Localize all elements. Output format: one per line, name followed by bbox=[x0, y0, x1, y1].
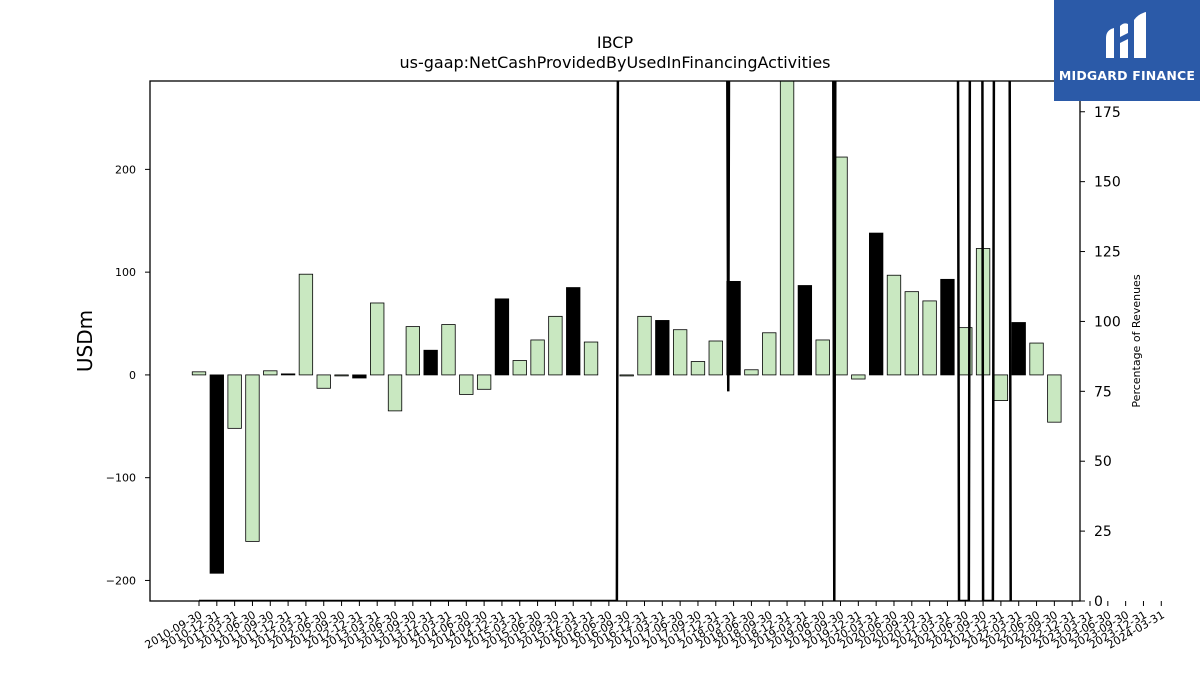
percent-line-layer bbox=[199, 81, 1012, 601]
chart-title: IBCP bbox=[597, 33, 634, 52]
bar-33 bbox=[797, 285, 813, 376]
percent-of-revenues-line bbox=[199, 81, 1012, 601]
bar-24 bbox=[637, 315, 652, 376]
y-tick-label: 0 bbox=[129, 369, 136, 382]
bar-2 bbox=[227, 374, 242, 429]
bar-10 bbox=[370, 302, 385, 376]
y2-tick-label: 50 bbox=[1094, 454, 1112, 470]
chart-subtitle: us-gaap:NetCashProvidedByUsedInFinancing… bbox=[399, 53, 830, 72]
bar-44 bbox=[993, 374, 1009, 402]
y2-tick-label: 125 bbox=[1094, 245, 1121, 261]
y2-axis-label: Percentage of Revenues bbox=[1130, 274, 1143, 407]
bar-5 bbox=[280, 373, 296, 376]
bar-41 bbox=[940, 278, 955, 376]
bar-46 bbox=[1029, 342, 1044, 376]
midgard-finance-logo: MIDGARD FINANCE bbox=[1054, 0, 1200, 101]
y2-tick-label: 175 bbox=[1094, 105, 1121, 121]
bar-25 bbox=[655, 320, 670, 376]
bar-36 bbox=[851, 374, 866, 380]
bar-0 bbox=[191, 371, 207, 376]
bar-38 bbox=[886, 274, 902, 376]
bar-31 bbox=[762, 332, 777, 376]
y2-tick-label: 75 bbox=[1094, 384, 1112, 400]
bar-28 bbox=[708, 340, 723, 376]
axes-layer: −200−100010020002550751001251501752010-0… bbox=[106, 80, 1167, 652]
bar-6 bbox=[298, 273, 314, 376]
bar-26 bbox=[672, 329, 688, 376]
y-tick-label: 100 bbox=[115, 266, 136, 279]
y2-tick-label: 25 bbox=[1094, 524, 1112, 540]
bar-30 bbox=[744, 369, 759, 376]
bar-14 bbox=[441, 324, 456, 376]
bar-34 bbox=[815, 339, 830, 376]
bar-32 bbox=[779, 81, 795, 376]
bar-13 bbox=[423, 349, 438, 376]
y2-tick-label: 0 bbox=[1094, 594, 1103, 610]
bar-19 bbox=[530, 339, 545, 376]
bar-22 bbox=[583, 341, 599, 376]
bar-3 bbox=[245, 374, 260, 542]
bar-21 bbox=[566, 287, 581, 376]
bar-8 bbox=[334, 374, 349, 377]
y-tick-label: 200 bbox=[115, 163, 136, 176]
bar-37 bbox=[869, 232, 884, 376]
bar-20 bbox=[548, 315, 563, 376]
bar-16 bbox=[476, 374, 492, 390]
bar-9 bbox=[352, 374, 367, 379]
plot-frame bbox=[149, 80, 1081, 602]
bar-39 bbox=[904, 291, 919, 376]
bars-layer bbox=[191, 81, 1062, 574]
bar-4 bbox=[263, 370, 278, 376]
bar-1 bbox=[209, 374, 224, 574]
bar-11 bbox=[387, 374, 403, 412]
bar-15 bbox=[459, 374, 474, 395]
y2-tick-label: 150 bbox=[1094, 175, 1121, 191]
y-tick-label: −200 bbox=[106, 574, 136, 587]
bar-23 bbox=[619, 374, 634, 377]
bar-40 bbox=[922, 300, 937, 376]
y2-tick-label: 100 bbox=[1094, 314, 1121, 330]
y-axis-label: USDm bbox=[73, 310, 97, 372]
bar-47 bbox=[1047, 374, 1062, 423]
bar-18 bbox=[512, 360, 527, 376]
y-tick-label: −100 bbox=[106, 472, 136, 485]
bar-12 bbox=[405, 326, 420, 376]
bar-27 bbox=[690, 361, 706, 376]
logo-mark-icon bbox=[1106, 12, 1146, 58]
bar-45 bbox=[1011, 322, 1026, 376]
bar-17 bbox=[494, 298, 510, 376]
bar-7 bbox=[316, 374, 331, 389]
